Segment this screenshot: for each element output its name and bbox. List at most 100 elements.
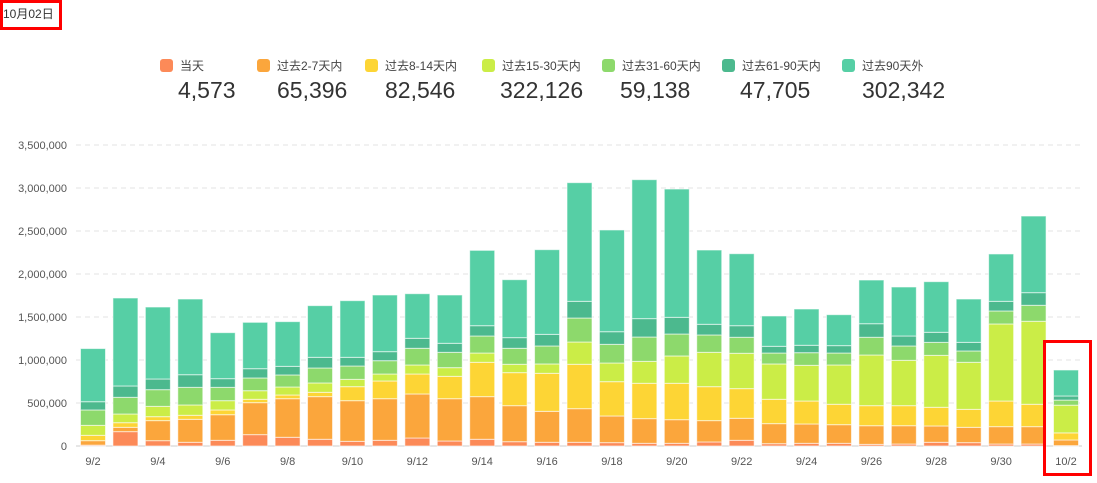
bar-segment <box>371 351 398 362</box>
legend-item[interactable]: 当天 <box>160 57 204 74</box>
bar-segment <box>663 316 690 335</box>
bar-segment <box>696 334 723 353</box>
bar-segment <box>274 398 301 438</box>
bar-segment <box>436 398 463 442</box>
bar-segment <box>112 385 139 398</box>
bar-segment <box>631 418 658 444</box>
bar-segment <box>177 418 204 443</box>
x-tick-label: 9/12 <box>407 456 428 468</box>
bar-segment <box>404 347 431 366</box>
bar-segment <box>988 400 1015 428</box>
bar-segment <box>598 442 625 447</box>
legend-total: 4,573 <box>178 77 236 103</box>
bar-segment <box>501 405 528 443</box>
legend-total: 47,705 <box>740 77 811 103</box>
bar-segment <box>825 314 852 347</box>
bar-segment <box>761 423 788 445</box>
bar-segment <box>793 308 820 346</box>
bar-segment <box>988 310 1015 325</box>
bar-segment <box>1053 404 1079 434</box>
bar-segment <box>501 441 528 447</box>
bar-segment <box>339 378 366 388</box>
bar-segment <box>177 386 204 406</box>
bar-segment <box>144 420 171 442</box>
legend-total: 302,342 <box>862 77 946 103</box>
bar-segment <box>274 374 301 388</box>
x-tick-label: 9/28 <box>926 456 947 468</box>
bar-segment <box>631 360 658 384</box>
legend-label: 当天 <box>180 59 205 73</box>
bar-segment <box>242 434 269 447</box>
bar-segment <box>955 350 982 363</box>
bar-segment <box>534 410 561 443</box>
x-tick-label: 9/10 <box>342 456 363 468</box>
x-tick-label: 9/30 <box>990 456 1011 468</box>
legend-item[interactable]: 过去8-14天内 <box>365 57 457 74</box>
bar-segment <box>761 352 788 365</box>
y-tick-label: 2,500,000 <box>18 226 67 238</box>
bar-segment <box>144 440 171 447</box>
bar-segment <box>598 229 625 333</box>
bar-segment <box>112 396 139 415</box>
legend-swatch <box>257 59 270 72</box>
legend-item[interactable]: 过去15-30天内 <box>482 57 581 74</box>
bar-segment <box>339 300 366 358</box>
legend-item[interactable]: 过去61-90天内 <box>722 57 821 74</box>
bar-segment <box>274 436 301 447</box>
bar-segment <box>534 363 561 374</box>
bar-segment <box>728 253 755 327</box>
bar-segment <box>793 364 820 402</box>
bar-segment <box>825 352 852 366</box>
bar-segment <box>890 425 917 445</box>
bar-segment <box>923 331 950 343</box>
bar-segment <box>1020 292 1047 306</box>
bar-segment <box>177 374 204 388</box>
bar-segment <box>436 351 463 369</box>
bar-segment <box>274 321 301 367</box>
legend-total: 82,546 <box>385 77 456 103</box>
bar-segment <box>501 337 528 349</box>
bar-segment <box>307 382 334 393</box>
legend-item[interactable]: 过去31-60天内 <box>602 57 701 74</box>
bar-segment <box>1020 215 1047 294</box>
bar-segment <box>955 341 982 352</box>
y-tick-label: 500,000 <box>27 398 67 410</box>
bar-segment <box>307 391 334 398</box>
bar-segment <box>112 422 139 428</box>
bar-segment <box>566 441 593 447</box>
bar-segment <box>793 423 820 444</box>
bar-segment <box>663 188 690 318</box>
bar-segment <box>988 253 1015 302</box>
bar-segment <box>274 394 301 400</box>
bar-segment <box>955 408 982 428</box>
bar-segment <box>696 420 723 443</box>
bar-segment <box>631 382 658 420</box>
bar-segment <box>469 396 496 440</box>
bar-segment <box>371 294 398 353</box>
bar-segment <box>177 404 204 416</box>
bar-segment <box>663 333 690 357</box>
bar-segment <box>242 377 269 392</box>
bar-segment <box>307 367 334 384</box>
bar-segment <box>923 406 950 427</box>
legend-item[interactable]: 过去90天外 <box>842 57 923 74</box>
bar-segment <box>274 365 301 376</box>
bar-segment <box>696 441 723 447</box>
bar-segment <box>696 351 723 388</box>
bar-segment <box>955 426 982 444</box>
legend-item[interactable]: 过去2-7天内 <box>257 57 342 74</box>
bar-segment <box>80 434 106 442</box>
bar-segment <box>663 382 690 421</box>
bar-segment <box>436 375 463 400</box>
legend-swatch <box>160 59 173 72</box>
bar-segment <box>501 363 528 374</box>
bar-segment <box>177 414 204 420</box>
bar-segment <box>112 413 139 424</box>
bar-segment <box>307 438 334 447</box>
bar-segment <box>566 300 593 319</box>
bar-segment <box>631 179 658 320</box>
legend-total: 65,396 <box>277 77 348 103</box>
bar-segment <box>404 337 431 349</box>
bar-segment <box>242 398 269 404</box>
bar-segment <box>144 416 171 422</box>
